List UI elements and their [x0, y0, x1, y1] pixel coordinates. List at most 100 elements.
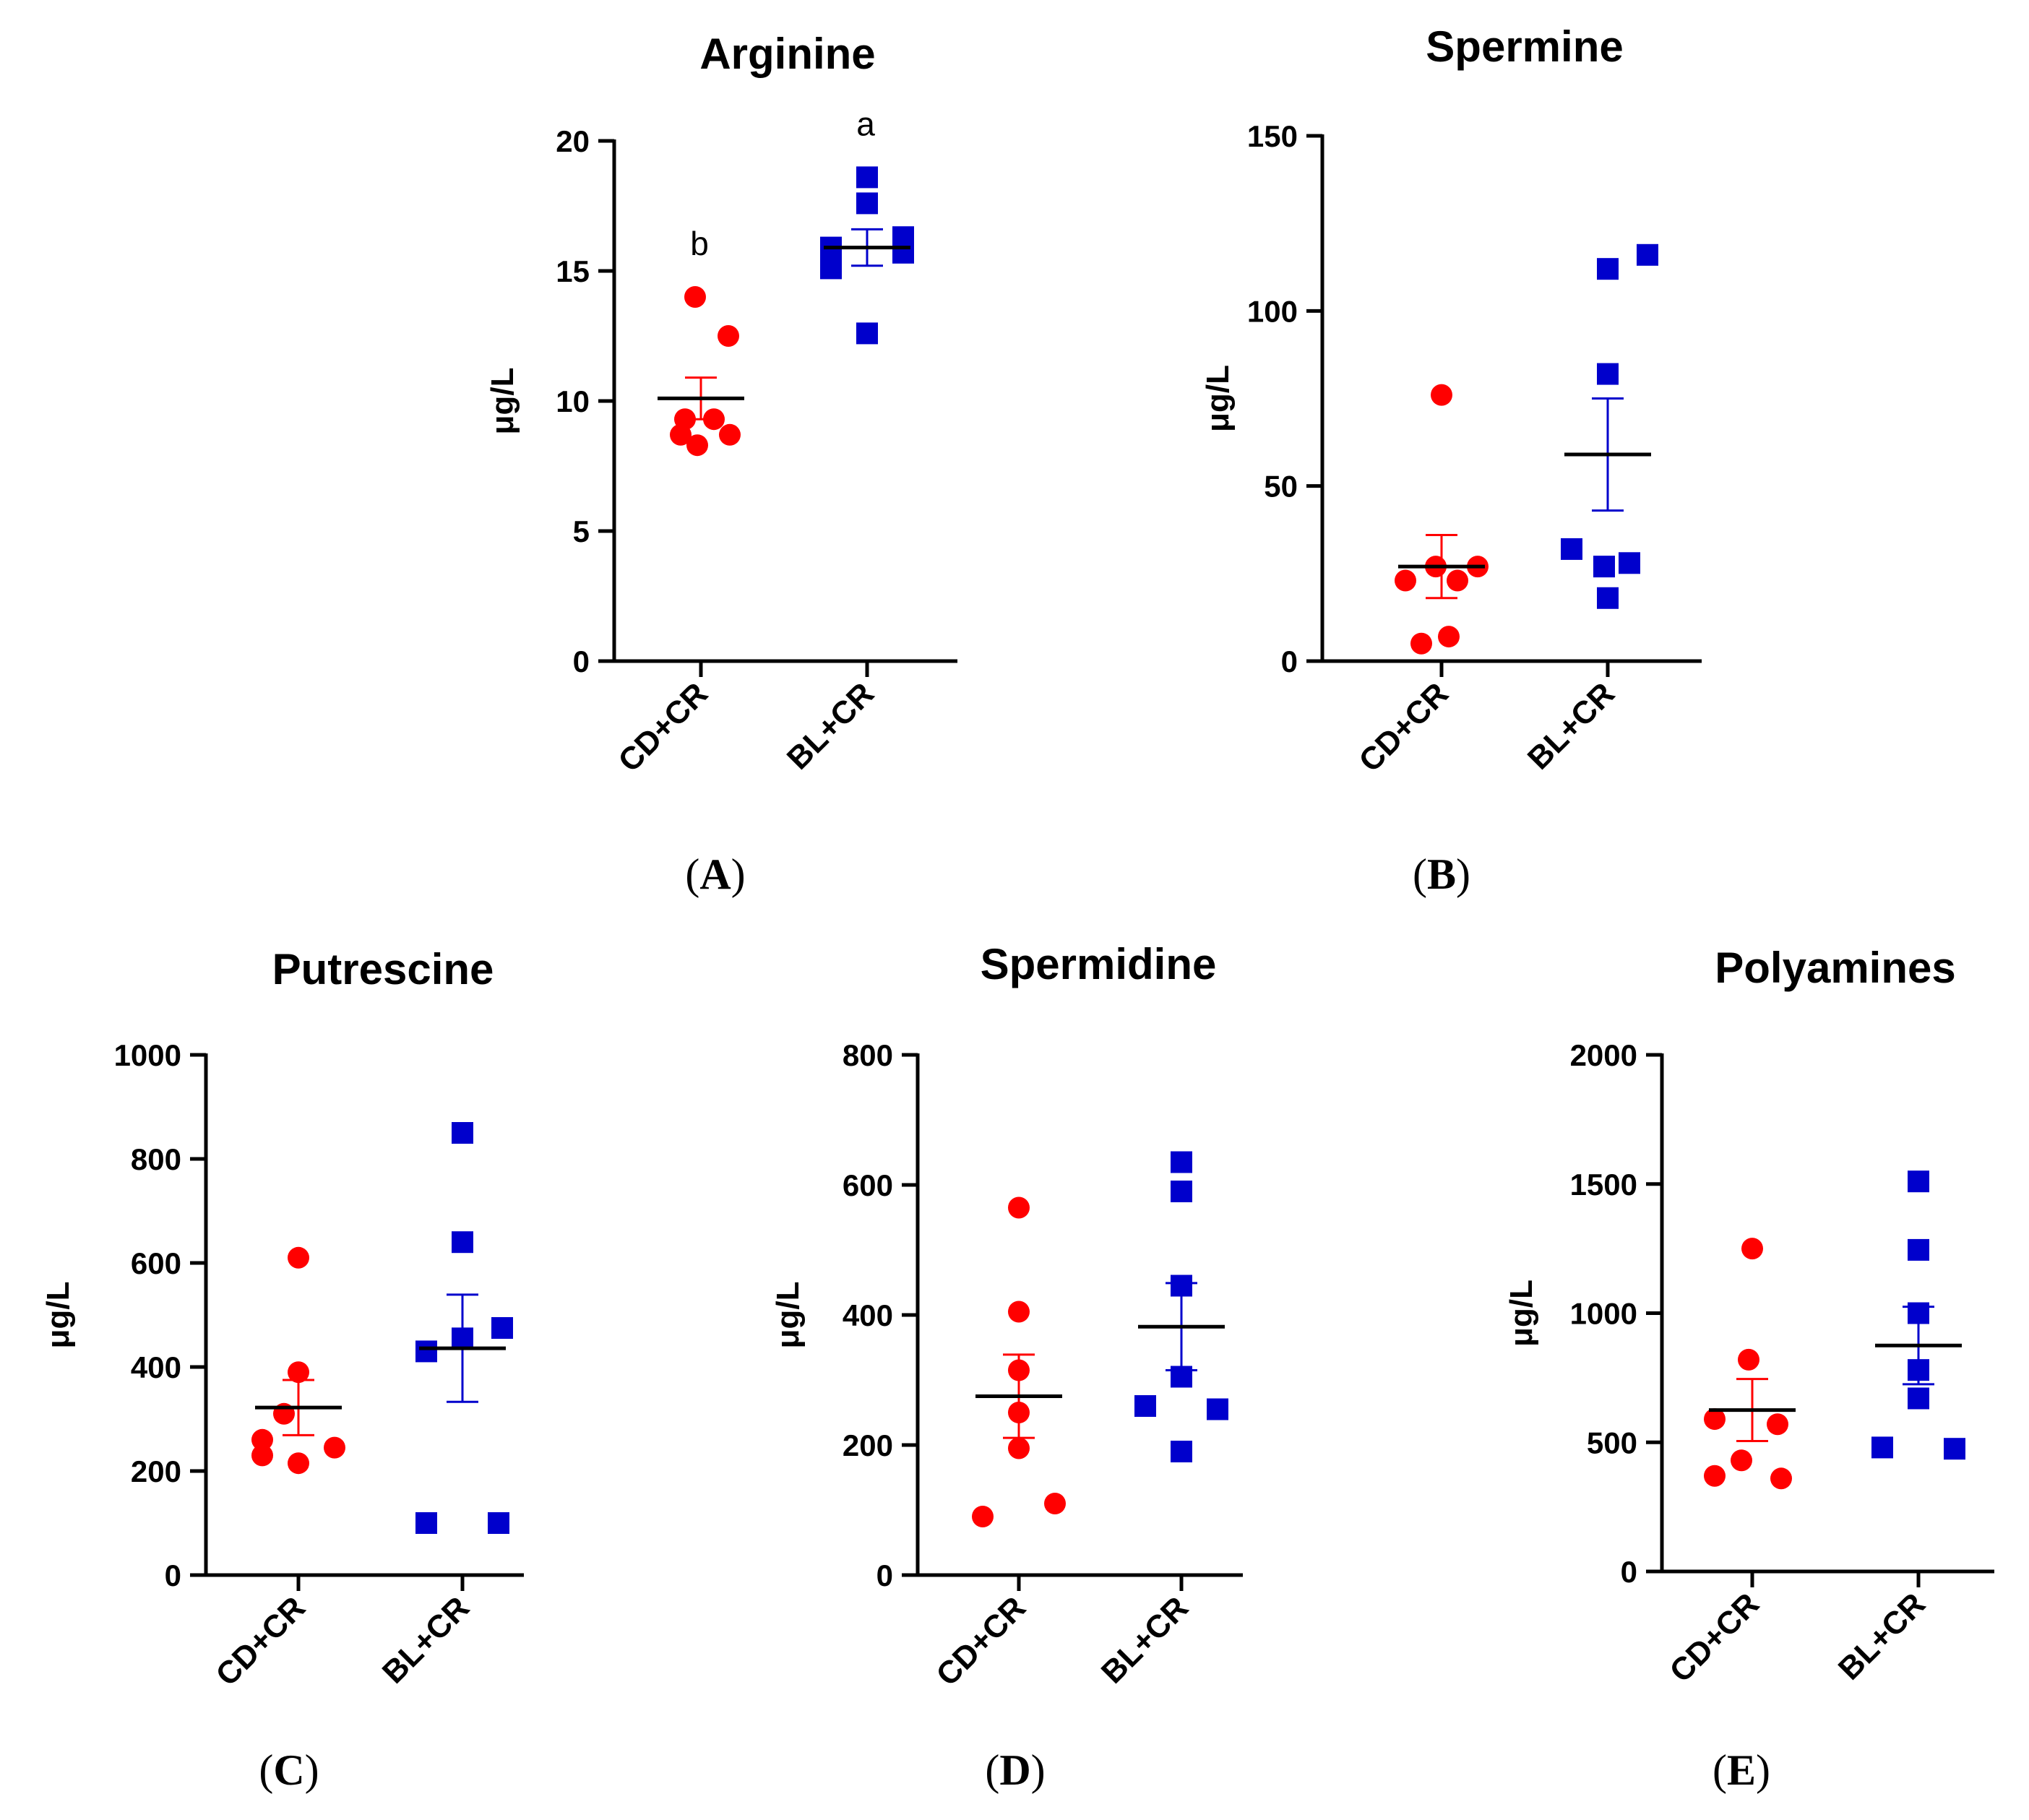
panel-label: (A): [685, 850, 745, 898]
series-bl-cr: a: [820, 105, 914, 345]
series-cd-cr: [1704, 1238, 1796, 1490]
y-tick-label: 150: [1247, 119, 1298, 153]
data-point: [856, 192, 878, 215]
y-axis-label: μg/L: [485, 368, 520, 435]
y-tick-label: 1500: [1570, 1168, 1637, 1202]
y-tick-label: 0: [573, 644, 590, 678]
y-tick-label: 0: [1281, 644, 1298, 678]
x-tick-label: BL+CR: [1095, 1590, 1195, 1690]
y-tick-label: 0: [165, 1558, 181, 1592]
y-tick-label: 10: [556, 384, 590, 418]
series-cd-cr: [251, 1246, 345, 1475]
y-axis-label: μg/L: [1200, 365, 1236, 432]
x-tick-label: CD+CR: [1663, 1586, 1766, 1689]
panel-label: (B): [1413, 850, 1470, 898]
series-cd-cr: b: [658, 225, 744, 457]
data-point: [1738, 1348, 1759, 1371]
data-point: [1008, 1301, 1030, 1323]
series-bl-cr: [1561, 243, 1658, 609]
data-point: [1431, 384, 1452, 406]
data-point: [288, 1361, 309, 1384]
data-point: [1597, 258, 1619, 280]
data-point: [686, 434, 708, 457]
data-point: [1410, 632, 1432, 655]
data-point: [1770, 1467, 1792, 1490]
data-point: [491, 1317, 513, 1339]
chart-title: Arginine: [699, 30, 875, 78]
chart-title: Spermine: [1426, 22, 1623, 71]
y-tick-label: 600: [131, 1246, 181, 1280]
data-point: [324, 1436, 345, 1459]
panel-b: Spermine 0 50 100 150 μg/L CD+CR BL+CR (B): [1200, 22, 1702, 898]
data-point: [972, 1506, 994, 1527]
data-point: [1908, 1387, 1929, 1410]
y-tick-label: 0: [876, 1558, 893, 1592]
y-tick-label: 5: [573, 514, 590, 548]
data-point: [1619, 552, 1640, 574]
y-tick-label: 0: [1621, 1555, 1637, 1589]
data-point: [1637, 243, 1658, 266]
significance-letter: b: [690, 225, 709, 262]
chart-title: Putrescine: [272, 945, 494, 993]
panel-label: (E): [1713, 1746, 1770, 1794]
data-point: [1704, 1465, 1726, 1487]
panel-d: Spermidine 0 200 400 600 800 μg/L CD+CR BL+CR (D): [770, 940, 1243, 1794]
y-axis-label: μg/L: [40, 1282, 76, 1349]
x-tick-label: CD+CR: [611, 676, 715, 779]
y-tick-label: 500: [1587, 1426, 1637, 1459]
y-tick-label: 800: [131, 1142, 181, 1176]
x-tick-label: BL+CR: [1832, 1586, 1932, 1686]
data-point: [1704, 1408, 1726, 1431]
data-point: [251, 1444, 273, 1467]
data-point: [1908, 1238, 1929, 1261]
x-tick-label: BL+CR: [376, 1590, 476, 1690]
data-point: [1447, 569, 1468, 592]
data-point: [1908, 1170, 1929, 1193]
y-tick-label: 600: [843, 1168, 893, 1202]
data-point: [670, 423, 692, 446]
panel-e: Polyamines 0 500 1000 1500 2000 μg/L CD+CR BL+CR…: [1504, 944, 1994, 1794]
data-point: [718, 325, 739, 347]
data-point: [415, 1340, 437, 1363]
data-point: [1395, 569, 1416, 592]
panel-label: (C): [259, 1746, 319, 1794]
data-point: [719, 423, 741, 446]
data-point: [892, 241, 914, 264]
data-point: [1597, 587, 1619, 609]
data-point: [452, 1231, 473, 1254]
data-point: [820, 257, 842, 280]
data-point: [684, 286, 706, 308]
y-tick-label: 800: [843, 1038, 893, 1072]
y-tick-label: 200: [131, 1454, 181, 1488]
data-point: [288, 1246, 309, 1269]
data-point: [1171, 1151, 1192, 1173]
data-point: [1171, 1441, 1192, 1462]
data-point: [1741, 1238, 1763, 1260]
panel-a: Arginine 0 5 10 15 20 μg/L CD+CR BL+CR b a (A): [485, 30, 957, 898]
series-cd-cr: [1395, 384, 1489, 655]
y-axis-label: μg/L: [1504, 1280, 1539, 1347]
data-point: [856, 166, 878, 189]
y-axis-label: μg/L: [770, 1282, 806, 1349]
data-point: [1438, 626, 1460, 648]
x-tick-label: CD+CR: [1352, 676, 1455, 779]
series-cd-cr: [972, 1196, 1066, 1527]
data-point: [1731, 1449, 1752, 1472]
data-point: [1134, 1395, 1156, 1417]
y-tick-label: 100: [1247, 294, 1298, 328]
data-point: [251, 1428, 273, 1451]
x-tick-label: BL+CR: [780, 676, 881, 776]
series-bl-cr: [1871, 1170, 1965, 1460]
data-point: [1207, 1398, 1228, 1420]
y-tick-label: 15: [556, 254, 590, 288]
panel-c: Putrescine 0 200 400 600 800 1000 μg/L CD+CR BL+C…: [40, 945, 524, 1794]
data-point: [488, 1512, 509, 1534]
y-tick-label: 400: [843, 1298, 893, 1332]
data-point: [1944, 1438, 1965, 1460]
data-point: [1593, 556, 1615, 578]
chart-title: Spermidine: [981, 940, 1217, 988]
data-point: [1044, 1493, 1066, 1514]
y-tick-label: 1000: [114, 1038, 181, 1072]
data-point: [1171, 1181, 1192, 1202]
data-point: [1767, 1413, 1788, 1436]
